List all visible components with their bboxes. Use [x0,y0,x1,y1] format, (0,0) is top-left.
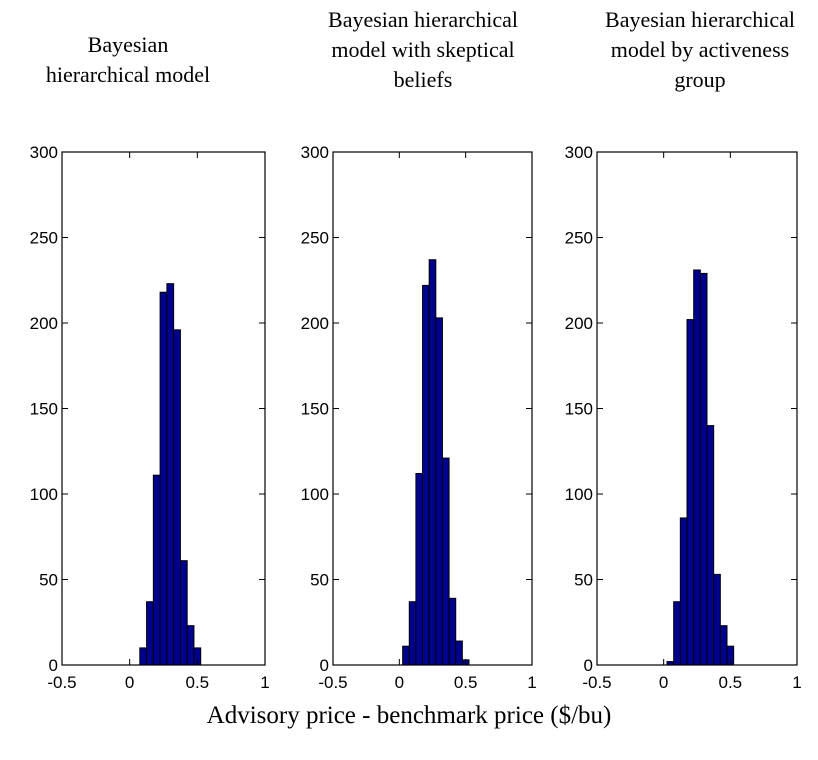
y-tick-label: 100 [565,485,593,504]
y-tick-label: 200 [565,314,593,333]
histogram-panel-3: Bayesian hierarchical model by activeness… [565,7,802,692]
y-tick-label: 300 [30,143,58,162]
panel-title-line: hierarchical model [46,62,210,87]
histogram-bar [428,259,437,666]
x-tick-label: 1 [260,673,269,692]
histogram-bar [166,283,175,666]
y-tick-label: 250 [565,229,593,248]
y-tick-label: 100 [30,485,58,504]
histogram-bar [441,457,450,666]
histogram-bar [146,601,154,666]
x-tick-label: 0 [125,673,134,692]
y-tick-label: 50 [574,571,593,590]
x-tick-label: 0.5 [186,673,210,692]
histogram-bar [139,647,148,666]
x-tick-label: -0.5 [47,673,76,692]
histogram-bar [152,474,161,666]
histogram-bar [415,472,424,666]
histogram-bar [699,272,708,666]
x-tick-label: 0 [395,673,404,692]
y-tick-label: 150 [565,400,593,419]
panel-title-line: model by activeness [611,37,789,62]
y-tick-label: 0 [320,656,329,675]
y-tick-label: 0 [49,656,58,675]
histogram-bar [173,329,181,666]
histogram-bar [693,269,701,666]
x-axis-label: Advisory price - benchmark price ($/bu) [207,702,612,729]
histogram-bar [186,625,195,666]
panel-title-line: beliefs [394,67,453,92]
x-tick-label: -0.5 [318,673,347,692]
y-tick-label: 150 [301,400,329,419]
panel-title-line: model with skeptical [331,37,514,62]
x-tick-label: 1 [792,673,801,692]
y-tick-label: 200 [30,314,58,333]
histogram-bar [673,601,681,666]
histogram-bar [679,517,688,666]
y-tick-label: 0 [584,656,593,675]
y-tick-label: 50 [310,571,329,590]
y-tick-label: 200 [301,314,329,333]
y-tick-label: 300 [565,143,593,162]
y-tick-label: 250 [30,229,58,248]
x-tick-label: 0 [659,673,668,692]
y-tick-label: 300 [301,143,329,162]
x-tick-label: 0.5 [719,673,743,692]
histogram-bar [448,597,457,666]
y-tick-label: 100 [301,485,329,504]
histogram-panel-1: Bayesian hierarchical model 0 50 100 150 200 25… [30,32,270,692]
panel-title-line: Bayesian hierarchical [328,7,518,32]
histogram-bar [686,319,695,666]
x-tick-label: -0.5 [582,673,611,692]
histogram-bar [713,573,721,666]
histogram-bar [719,625,728,666]
panel-title-line: Bayesian [88,32,169,57]
histogram-bar [408,601,417,666]
y-tick-label: 250 [301,229,329,248]
histogram-bar [402,645,410,666]
panel-title-line: group [674,67,725,92]
histogram-bar [179,560,188,666]
histogram-bar [159,291,168,666]
histogram-bar [455,640,463,666]
histogram-bar [422,284,430,666]
panel-title-line: Bayesian hierarchical [605,7,795,32]
x-tick-label: 1 [527,673,536,692]
y-tick-label: 150 [30,400,58,419]
histogram-bar [706,425,715,666]
histogram-panel-2: Bayesian hierarchical model with skeptica… [301,7,537,692]
y-tick-label: 50 [39,571,58,590]
x-tick-label: 0.5 [454,673,478,692]
histogram-bar [435,317,443,666]
